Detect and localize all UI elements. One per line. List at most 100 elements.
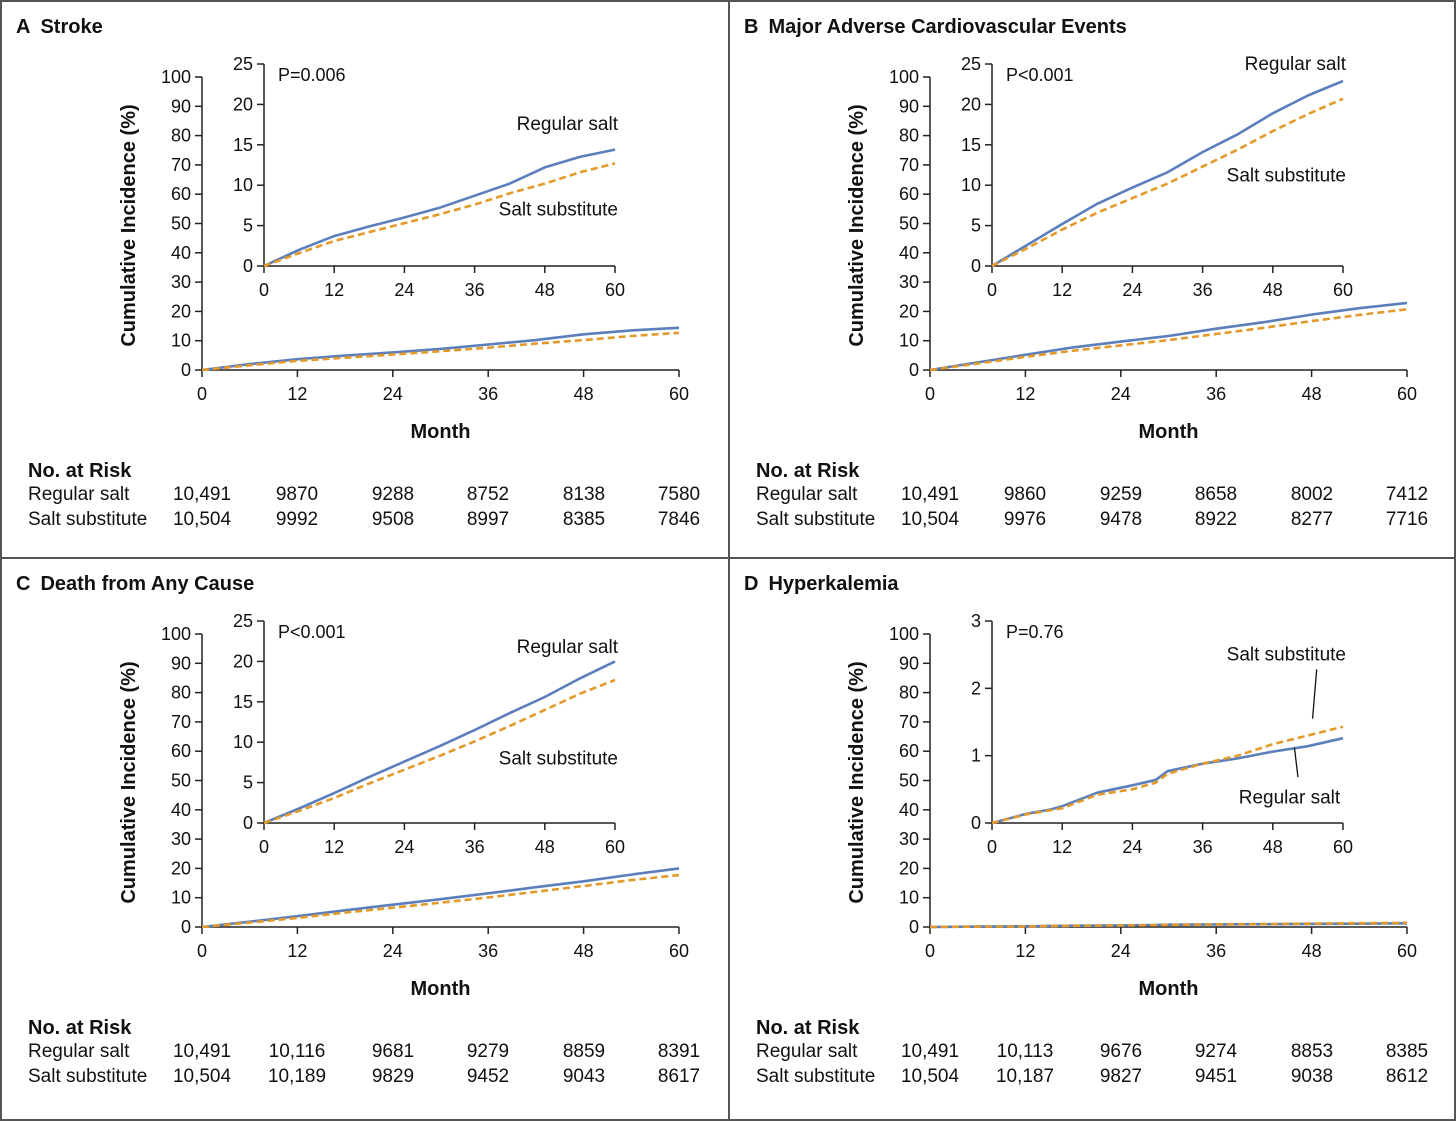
y-tick-label: 60 bbox=[899, 741, 919, 761]
panel-header: D Hyperkalemia bbox=[744, 573, 899, 596]
inset-y-tick-label: 0 bbox=[243, 256, 253, 276]
x-tick-label: 60 bbox=[669, 941, 689, 961]
inset-x-tick-label: 0 bbox=[987, 280, 997, 300]
inset-plot: 0 5 10 15 20 25 0 12 24 36 48 60 P<0.001 Regular salt… bbox=[961, 54, 1374, 300]
y-tick-label: 100 bbox=[161, 624, 191, 644]
x-tick-label: 60 bbox=[1397, 384, 1417, 404]
y-tick-label: 10 bbox=[171, 888, 191, 908]
x-tick-label: 0 bbox=[925, 941, 935, 961]
inset-x-tick-label: 24 bbox=[1122, 837, 1142, 857]
panel-header: B Major Adverse Cardiovascular Events bbox=[744, 16, 1127, 39]
inset-x-tick-label: 24 bbox=[394, 837, 414, 857]
inset-x-tick-label: 36 bbox=[465, 837, 485, 857]
p-value: P=0.006 bbox=[278, 65, 346, 85]
series-label: Salt substitute bbox=[1227, 166, 1346, 187]
y-tick-label: 80 bbox=[171, 126, 191, 146]
x-tick-label: 0 bbox=[197, 384, 207, 404]
inset-x-tick-label: 12 bbox=[324, 837, 344, 857]
series-line-regular-salt bbox=[201, 867, 680, 929]
inset-y-tick-label: 15 bbox=[233, 135, 253, 155]
inset-y-tick-label: 20 bbox=[961, 94, 981, 114]
x-tick-label: 48 bbox=[1302, 941, 1322, 961]
inset-x-tick-label: 24 bbox=[1122, 280, 1142, 300]
x-tick-label: 0 bbox=[197, 941, 207, 961]
x-tick-label: 12 bbox=[287, 941, 307, 961]
x-axis-label: Month bbox=[411, 978, 471, 1000]
y-tick-label: 90 bbox=[899, 96, 919, 116]
inset-series-line-salt-substitute bbox=[991, 97, 1344, 268]
y-tick-label: 0 bbox=[181, 917, 191, 937]
panel-title: Major Adverse Cardiovascular Events bbox=[768, 16, 1127, 38]
inset-y-tick-label: 25 bbox=[233, 611, 253, 631]
series-label: Salt substitute bbox=[1227, 645, 1346, 666]
panel-title: Stroke bbox=[40, 16, 103, 38]
y-tick-label: 40 bbox=[899, 800, 919, 820]
inset-x-tick-label: 0 bbox=[259, 280, 269, 300]
y-tick-label: 0 bbox=[909, 360, 919, 380]
series-line-regular-salt bbox=[201, 326, 680, 372]
y-tick-label: 100 bbox=[889, 624, 919, 644]
y-axis-label: Cumulative Incidence (%) bbox=[846, 104, 868, 346]
inset-series-line-salt-substitute bbox=[263, 678, 616, 825]
panel-letter: C bbox=[16, 573, 31, 595]
y-tick-label: 100 bbox=[161, 67, 191, 87]
y-tick-label: 50 bbox=[899, 214, 919, 234]
series-label: Regular salt bbox=[517, 114, 619, 135]
x-tick-label: 48 bbox=[1302, 384, 1322, 404]
inset-y-tick-label: 5 bbox=[243, 216, 253, 236]
series-line-regular-salt bbox=[929, 301, 1408, 372]
series-label: Regular salt bbox=[517, 637, 619, 658]
inset-x-tick-label: 36 bbox=[465, 280, 485, 300]
y-tick-label: 70 bbox=[171, 712, 191, 732]
inset-y-tick-label: 20 bbox=[233, 94, 253, 114]
y-tick-label: 80 bbox=[899, 126, 919, 146]
inset-plot: 0 5 10 15 20 25 0 12 24 36 48 60 P<0.001 Regular salt… bbox=[233, 611, 646, 857]
inset-y-tick-label: 5 bbox=[971, 216, 981, 236]
x-axis-label: Month bbox=[1139, 978, 1199, 1000]
x-tick-label: 24 bbox=[383, 941, 403, 961]
panel-letter: D bbox=[744, 573, 759, 595]
y-tick-label: 20 bbox=[899, 301, 919, 321]
inset-background bbox=[265, 60, 646, 266]
y-tick-label: 20 bbox=[171, 858, 191, 878]
x-tick-label: 48 bbox=[574, 384, 594, 404]
inset-x-tick-label: 48 bbox=[535, 280, 555, 300]
y-tick-label: 40 bbox=[171, 243, 191, 263]
y-tick-label: 50 bbox=[171, 771, 191, 791]
y-tick-label: 90 bbox=[171, 96, 191, 116]
x-tick-label: 36 bbox=[1206, 384, 1226, 404]
y-tick-label: 30 bbox=[899, 829, 919, 849]
panel-header: A Stroke bbox=[16, 16, 103, 39]
series-label: Regular salt bbox=[1245, 54, 1347, 75]
y-tick-label: 10 bbox=[171, 331, 191, 351]
series-line-salt-substitute bbox=[201, 873, 680, 929]
series-label: Regular salt bbox=[1239, 787, 1341, 808]
y-tick-label: 0 bbox=[909, 917, 919, 937]
series-line-salt-substitute bbox=[929, 921, 1408, 929]
inset-x-tick-label: 60 bbox=[605, 837, 625, 857]
series-line-salt-substitute bbox=[929, 308, 1408, 372]
inset-y-tick-label: 25 bbox=[233, 54, 253, 74]
y-tick-label: 20 bbox=[171, 301, 191, 321]
x-tick-label: 12 bbox=[287, 384, 307, 404]
x-tick-label: 48 bbox=[574, 941, 594, 961]
y-tick-label: 20 bbox=[899, 858, 919, 878]
inset-x-tick-label: 24 bbox=[394, 280, 414, 300]
x-tick-label: 24 bbox=[1111, 941, 1131, 961]
inset-x-tick-label: 48 bbox=[1263, 280, 1283, 300]
x-tick-label: 36 bbox=[1206, 941, 1226, 961]
inset-background bbox=[265, 617, 646, 823]
inset-x-tick-label: 12 bbox=[324, 280, 344, 300]
inset-y-tick-label: 10 bbox=[961, 175, 981, 195]
p-value: P<0.001 bbox=[1006, 65, 1074, 85]
inset-y-tick-label: 5 bbox=[243, 773, 253, 793]
y-axis-label: Cumulative Incidence (%) bbox=[118, 661, 140, 903]
panel-letter: B bbox=[744, 16, 759, 38]
y-tick-label: 30 bbox=[171, 829, 191, 849]
panel-title: Hyperkalemia bbox=[768, 573, 899, 595]
y-tick-label: 30 bbox=[899, 272, 919, 292]
y-axis-label: Cumulative Incidence (%) bbox=[118, 104, 140, 346]
